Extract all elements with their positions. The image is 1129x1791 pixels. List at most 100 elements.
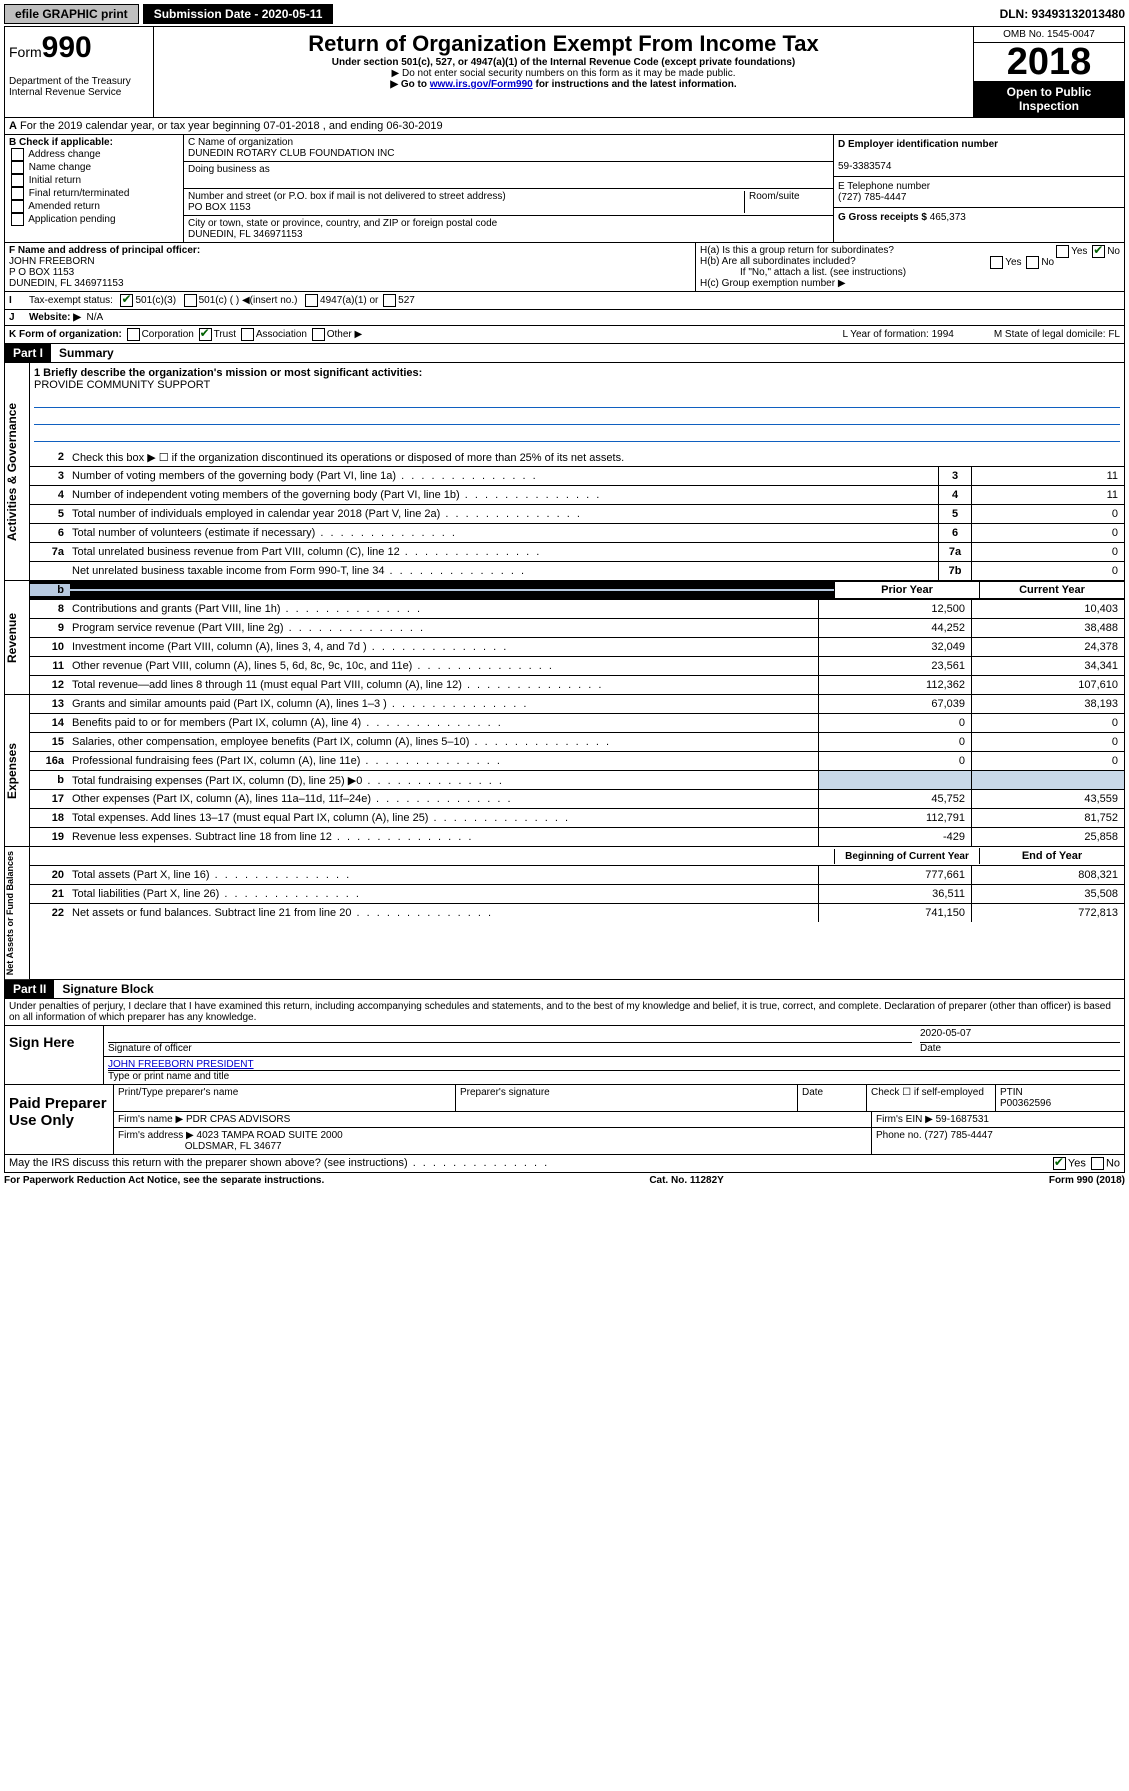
sign-here-label: Sign Here <box>5 1026 104 1084</box>
data-line: 13 Grants and similar amounts paid (Part… <box>30 695 1124 714</box>
row-a-period: A For the 2019 calendar year, or tax yea… <box>4 118 1125 135</box>
data-line: 12 Total revenue—add lines 8 through 11 … <box>30 676 1124 694</box>
data-line: 19 Revenue less expenses. Subtract line … <box>30 828 1124 846</box>
data-line: 16a Professional fundraising fees (Part … <box>30 752 1124 771</box>
footer-right: Form 990 (2018) <box>1049 1175 1125 1186</box>
section-bc: B Check if applicable: Address change Na… <box>4 135 1125 243</box>
dept-label: Department of the Treasury <box>9 76 149 87</box>
part1-table: Activities & Governance 1 Briefly descri… <box>4 363 1125 980</box>
top-toolbar: efile GRAPHIC print Submission Date - 20… <box>4 4 1125 24</box>
addr-label: Number and street (or P.O. box if mail i… <box>188 191 744 202</box>
data-line: 11 Other revenue (Part VIII, column (A),… <box>30 657 1124 676</box>
prior-year-header: Prior Year <box>834 582 979 598</box>
data-line: 9 Program service revenue (Part VIII, li… <box>30 619 1124 638</box>
website-label: Website: ▶ <box>29 312 81 323</box>
note-goto-pre: ▶ Go to <box>390 79 429 90</box>
checkbox-final-return[interactable]: Final return/terminated <box>9 187 179 200</box>
prep-name-label: Print/Type preparer's name <box>114 1085 456 1111</box>
row-k: K Form of organization: Corporation Trus… <box>4 326 1125 344</box>
discuss-row: May the IRS discuss this return with the… <box>4 1155 1125 1173</box>
form-subtitle: Under section 501(c), 527, or 4947(a)(1)… <box>158 57 969 68</box>
checkbox-name-change[interactable]: Name change <box>9 161 179 174</box>
side-revenue: Revenue <box>5 581 30 694</box>
gov-line: Net unrelated business taxable income fr… <box>30 562 1124 580</box>
form-title: Return of Organization Exempt From Incom… <box>158 31 969 57</box>
firm-addr-label: Firm's address ▶ <box>118 1130 194 1141</box>
data-line: 10 Investment income (Part VIII, column … <box>30 638 1124 657</box>
gov-line: 5 Total number of individuals employed i… <box>30 505 1124 524</box>
checkbox-initial-return[interactable]: Initial return <box>9 174 179 187</box>
line2-desc: Check this box ▶ ☐ if the organization d… <box>70 450 1124 465</box>
state-domicile: M State of legal domicile: FL <box>994 329 1120 340</box>
addr-value: PO BOX 1153 <box>188 202 744 213</box>
ptin-value: P00362596 <box>1000 1098 1051 1109</box>
data-line: 15 Salaries, other compensation, employe… <box>30 733 1124 752</box>
ha-label: H(a) Is this a group return for subordin… <box>700 245 894 256</box>
sig-officer-label: Signature of officer <box>108 1043 192 1054</box>
signature-block: Under penalties of perjury, I declare th… <box>4 999 1125 1155</box>
dln-label: DLN: 93493132013480 <box>1000 7 1125 21</box>
firm-phone: (727) 785-4447 <box>924 1130 992 1141</box>
sig-date: 2020-05-07 <box>920 1028 1120 1043</box>
footer-mid: Cat. No. 11282Y <box>649 1175 723 1186</box>
hb-note: If "No," attach a list. (see instruction… <box>700 267 1120 278</box>
self-employed-check[interactable]: Check ☐ if self-employed <box>867 1085 996 1111</box>
note-ssn: ▶ Do not enter social security numbers o… <box>158 68 969 79</box>
officer-addr1: P O BOX 1153 <box>9 267 74 278</box>
part1-title: Summary <box>51 344 122 362</box>
part2-title: Signature Block <box>54 980 161 998</box>
efile-button[interactable]: efile GRAPHIC print <box>4 4 139 24</box>
begin-year-header: Beginning of Current Year <box>834 849 979 864</box>
type-name-label: Type or print name and title <box>108 1071 229 1082</box>
officer-label: F Name and address of principal officer: <box>9 245 200 256</box>
gov-line: 7a Total unrelated business revenue from… <box>30 543 1124 562</box>
org-name: DUNEDIN ROTARY CLUB FOUNDATION INC <box>188 148 829 159</box>
gov-line: 4 Number of independent voting members o… <box>30 486 1124 505</box>
gross-label: G Gross receipts $ <box>838 212 927 223</box>
website-value: N/A <box>87 312 104 323</box>
firm-phone-label: Phone no. <box>876 1130 922 1141</box>
row-i-tax-status: I Tax-exempt status: 501(c)(3) 501(c) ( … <box>4 292 1125 310</box>
officer-name-link[interactable]: JOHN FREEBORN PRESIDENT <box>108 1059 254 1070</box>
mission-label: 1 Briefly describe the organization's mi… <box>34 367 422 379</box>
mission-text: PROVIDE COMMUNITY SUPPORT <box>34 379 210 391</box>
part2-header: Part II <box>5 980 54 998</box>
ein-label: D Employer identification number <box>838 139 998 150</box>
side-netassets: Net Assets or Fund Balances <box>5 847 30 979</box>
data-line: 22 Net assets or fund balances. Subtract… <box>30 904 1124 922</box>
row-fh: F Name and address of principal officer:… <box>4 243 1125 292</box>
firm-name-label: Firm's name ▶ <box>118 1114 183 1125</box>
prep-date-label: Date <box>798 1085 867 1111</box>
officer-addr2: DUNEDIN, FL 346971153 <box>9 278 124 289</box>
section-b-label: B Check if applicable: <box>9 137 113 148</box>
gov-line: 6 Total number of volunteers (estimate i… <box>30 524 1124 543</box>
officer-name: JOHN FREEBORN <box>9 256 95 267</box>
data-line: 20 Total assets (Part X, line 16) 777,66… <box>30 866 1124 885</box>
row-k-label: K Form of organization: <box>9 329 122 340</box>
phone-value: (727) 785-4447 <box>838 192 906 203</box>
room-label: Room/suite <box>744 191 829 213</box>
firm-addr: 4023 TAMPA ROAD SUITE 2000 <box>197 1130 343 1141</box>
phone-label: E Telephone number <box>838 181 930 192</box>
checkbox-address-change[interactable]: Address change <box>9 148 179 161</box>
note-goto-post: for instructions and the latest informat… <box>533 79 737 90</box>
current-year-header: Current Year <box>979 582 1124 598</box>
data-line: 17 Other expenses (Part IX, column (A), … <box>30 790 1124 809</box>
data-line: 14 Benefits paid to or for members (Part… <box>30 714 1124 733</box>
firm-name: PDR CPAS ADVISORS <box>186 1114 290 1125</box>
submission-date: Submission Date - 2020-05-11 <box>143 4 334 24</box>
part2-bar: Part II Signature Block <box>4 980 1125 999</box>
city-label: City or town, state or province, country… <box>188 218 829 229</box>
data-line: 21 Total liabilities (Part X, line 26) 3… <box>30 885 1124 904</box>
data-line: 8 Contributions and grants (Part VIII, l… <box>30 600 1124 619</box>
city-value: DUNEDIN, FL 346971153 <box>188 229 829 240</box>
checkbox-amended-return[interactable]: Amended return <box>9 200 179 213</box>
footer-left: For Paperwork Reduction Act Notice, see … <box>4 1175 324 1186</box>
footer: For Paperwork Reduction Act Notice, see … <box>4 1173 1125 1188</box>
perjury-text: Under penalties of perjury, I declare th… <box>5 999 1124 1026</box>
tax-status-label: Tax-exempt status: <box>29 295 113 306</box>
checkbox-application-pending[interactable]: Application pending <box>9 213 179 226</box>
instructions-link[interactable]: www.irs.gov/Form990 <box>430 79 533 90</box>
form-number: 990 <box>42 31 92 64</box>
paid-preparer-label: Paid Preparer Use Only <box>5 1085 114 1154</box>
